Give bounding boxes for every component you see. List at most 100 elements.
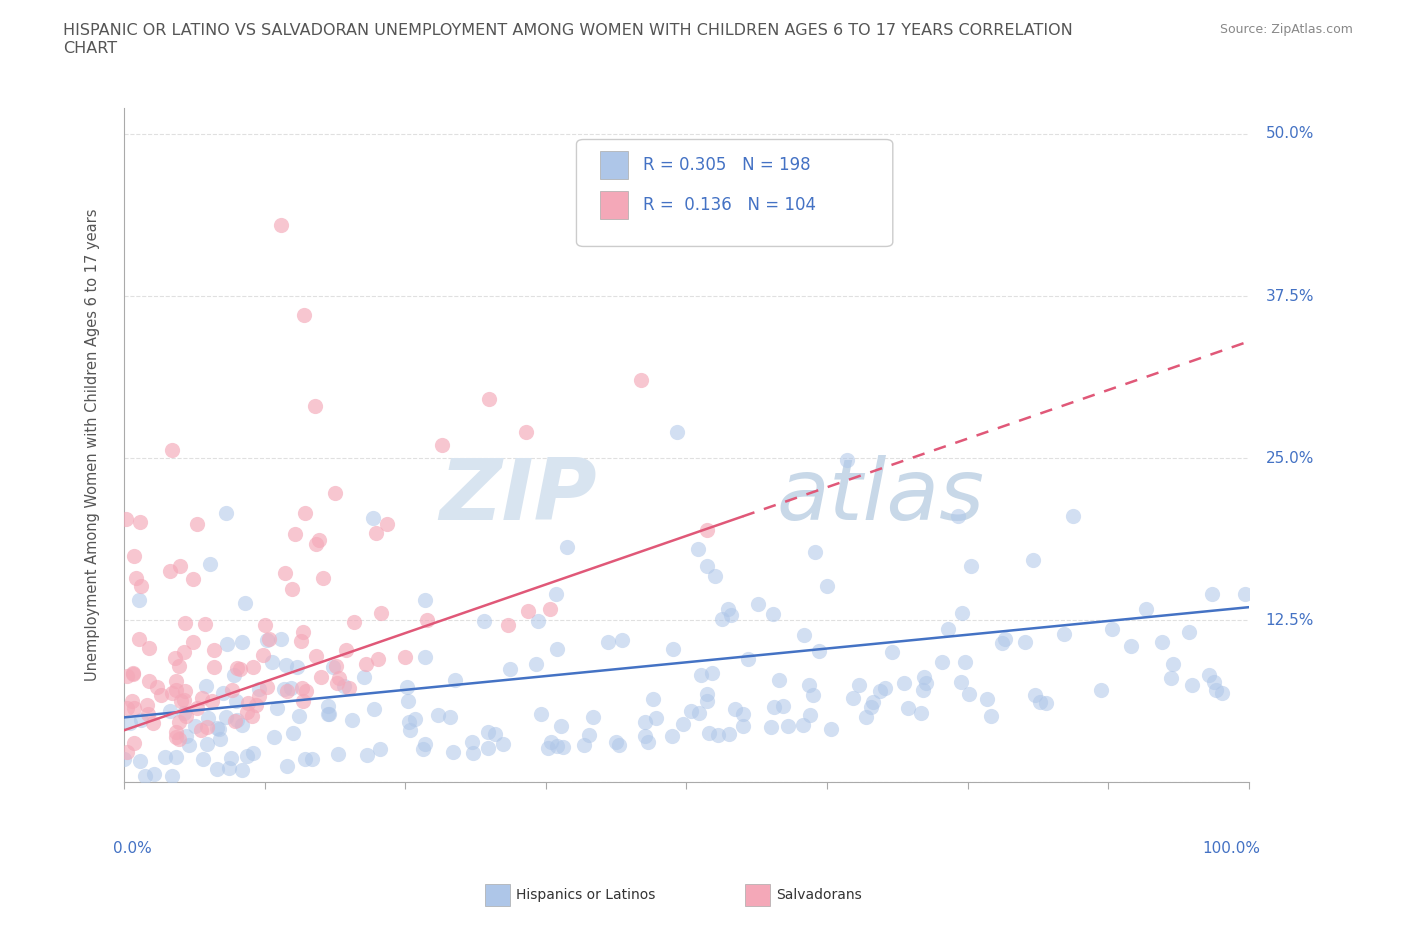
Point xyxy=(224,668,246,683)
Point xyxy=(291,681,314,696)
Point xyxy=(236,704,259,719)
Point xyxy=(953,655,976,670)
Point xyxy=(169,558,191,573)
Text: R =  0.136   N = 104: R = 0.136 N = 104 xyxy=(643,195,815,214)
Point xyxy=(772,698,794,713)
Point xyxy=(875,681,897,696)
Point xyxy=(214,506,236,521)
Point xyxy=(142,715,165,730)
Point xyxy=(311,570,333,585)
Point xyxy=(1035,695,1057,710)
Point xyxy=(855,710,877,724)
Point xyxy=(208,722,231,737)
Point xyxy=(284,526,307,541)
Point xyxy=(215,710,238,724)
Point xyxy=(1135,602,1157,617)
Point xyxy=(477,740,499,755)
Point xyxy=(128,514,150,529)
Point xyxy=(1028,695,1050,710)
Point xyxy=(893,676,915,691)
Point xyxy=(804,545,827,560)
Point xyxy=(370,605,392,620)
Point xyxy=(260,654,283,669)
Point xyxy=(173,692,195,707)
Point xyxy=(165,750,187,764)
Point xyxy=(316,698,339,713)
Text: 100.0%: 100.0% xyxy=(1202,841,1260,856)
Point xyxy=(115,669,138,684)
Point xyxy=(1090,683,1112,698)
Point xyxy=(273,681,295,696)
Point xyxy=(304,399,326,414)
Point xyxy=(181,571,204,586)
Point xyxy=(305,649,328,664)
Point xyxy=(159,564,181,578)
Text: Source: ZipAtlas.com: Source: ZipAtlas.com xyxy=(1219,23,1353,36)
Point xyxy=(197,720,219,735)
Point xyxy=(443,673,465,688)
Point xyxy=(361,511,384,525)
Point xyxy=(1024,687,1046,702)
Point xyxy=(1180,678,1202,693)
Point xyxy=(153,751,176,765)
Text: 12.5%: 12.5% xyxy=(1265,613,1315,628)
Point xyxy=(174,728,197,743)
Point xyxy=(484,726,506,741)
Point xyxy=(318,707,340,722)
Point xyxy=(720,607,742,622)
Point xyxy=(221,751,243,765)
Point xyxy=(281,726,304,741)
Point xyxy=(931,655,953,670)
Point xyxy=(309,669,332,684)
Point xyxy=(696,693,718,708)
Text: HISPANIC OR LATINO VS SALVADORAN UNEMPLOYMENT AMONG WOMEN WITH CHILDREN AGES 6 T: HISPANIC OR LATINO VS SALVADORAN UNEMPLO… xyxy=(63,23,1073,56)
Point xyxy=(211,686,233,701)
Point xyxy=(672,716,695,731)
Point xyxy=(1202,674,1225,689)
Point xyxy=(177,737,200,752)
Point xyxy=(416,612,439,627)
Point xyxy=(308,532,330,547)
Point xyxy=(142,767,165,782)
Point xyxy=(276,759,298,774)
Point xyxy=(808,644,831,658)
Point xyxy=(776,719,799,734)
Point xyxy=(174,709,197,724)
Point xyxy=(231,634,253,649)
Point xyxy=(432,438,454,453)
Text: 0.0%: 0.0% xyxy=(112,841,152,856)
Point xyxy=(842,690,865,705)
Point xyxy=(948,509,970,524)
Point xyxy=(167,714,190,729)
Point xyxy=(124,549,146,564)
Text: 50.0%: 50.0% xyxy=(1265,126,1315,141)
Point xyxy=(138,674,160,689)
Point xyxy=(240,709,263,724)
Point xyxy=(645,711,668,725)
Point xyxy=(186,700,208,715)
Point xyxy=(1234,586,1257,601)
Point xyxy=(186,517,208,532)
Point xyxy=(195,679,218,694)
Point xyxy=(540,735,562,750)
Point xyxy=(323,485,346,500)
Point xyxy=(368,741,391,756)
Point xyxy=(122,736,145,751)
Point xyxy=(167,731,190,746)
Point xyxy=(578,727,600,742)
Point xyxy=(395,680,418,695)
Point xyxy=(515,424,537,439)
Point xyxy=(546,587,568,602)
Point xyxy=(396,693,419,708)
Point xyxy=(129,712,152,727)
Point xyxy=(991,636,1014,651)
Point xyxy=(159,704,181,719)
Point xyxy=(817,579,839,594)
Point xyxy=(912,670,935,684)
Point xyxy=(197,711,219,725)
Point xyxy=(221,683,243,698)
Point xyxy=(477,724,499,739)
Point xyxy=(326,675,349,690)
Point xyxy=(165,729,187,744)
Point xyxy=(195,737,218,751)
